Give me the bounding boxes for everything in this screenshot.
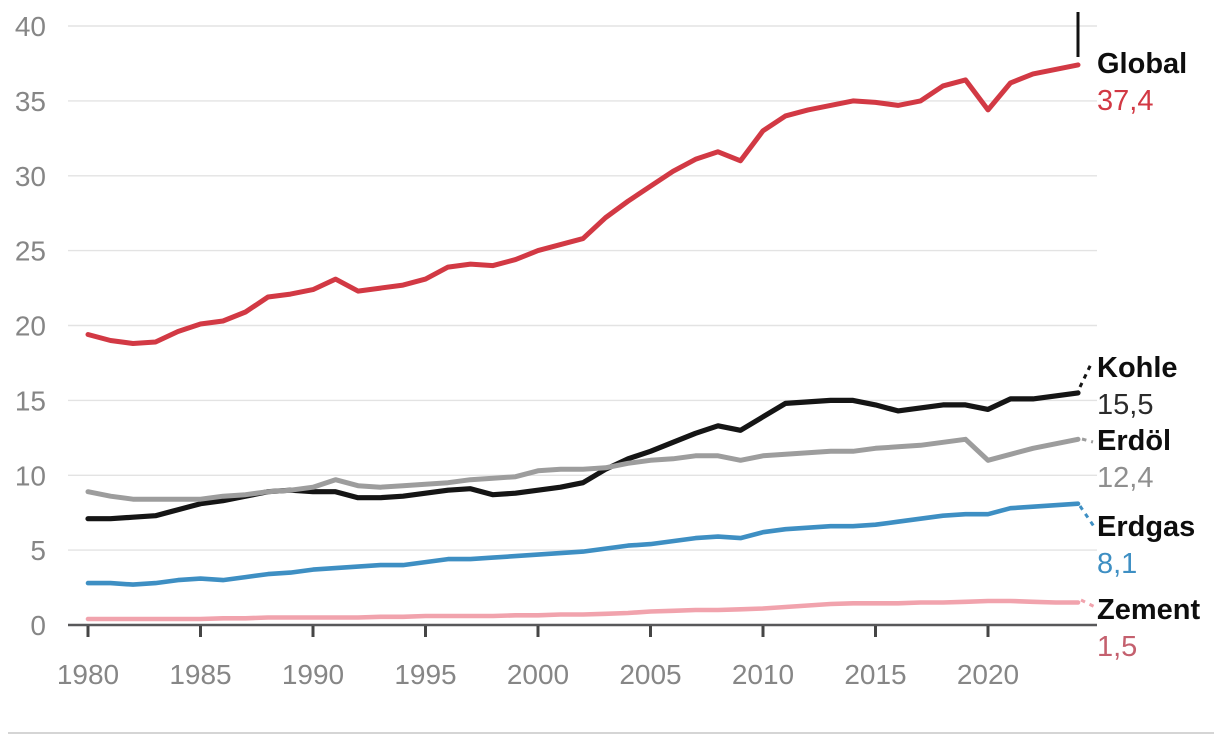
x-tick-label-2010: 2010 — [732, 659, 794, 690]
series-name-zement: Zement — [1097, 594, 1201, 626]
y-tick-label-20: 20 — [15, 311, 46, 342]
leader-line-kohle — [1078, 361, 1094, 388]
x-tick-label-1990: 1990 — [282, 659, 344, 690]
series-end-value-zement: 1,5 — [1097, 631, 1138, 663]
series-name-erdoel: Erdöl — [1097, 425, 1172, 457]
series-label-global: Global 37,4 — [1097, 46, 1220, 120]
y-tick-label-25: 25 — [15, 236, 46, 267]
series-label-kohle: Kohle 15,5 — [1097, 350, 1220, 424]
grid-layer: 0 5 10 15 20 25 30 35 40 — [15, 11, 1097, 641]
axis-layer: 1980 1985 1990 1995 2000 2005 2010 2015 2020 — [57, 623, 1097, 690]
series-label-zement: Zement 1,5 — [1097, 592, 1220, 666]
x-tick-label-2000: 2000 — [507, 659, 569, 690]
x-tick-label-2020: 2020 — [957, 659, 1019, 690]
series-layer — [85, 62, 1081, 622]
leader-line-zement — [1080, 598, 1096, 609]
series-name-kohle: Kohle — [1097, 352, 1178, 384]
y-tick-label-35: 35 — [15, 86, 46, 117]
series-line-kohle — [85, 390, 1081, 522]
series-end-value-kohle: 15,5 — [1097, 389, 1154, 421]
x-tick-label-2005: 2005 — [619, 659, 681, 690]
y-tick-label-5: 5 — [30, 535, 46, 566]
y-tick-label-0: 0 — [30, 610, 46, 641]
series-end-value-erdoel: 12,4 — [1097, 462, 1154, 494]
bottom-divider — [8, 732, 1214, 734]
leader-line-erdgas — [1078, 505, 1097, 529]
series-end-value-global: 37,4 — [1097, 85, 1154, 117]
x-tick-label-2015: 2015 — [844, 659, 906, 690]
series-name-erdgas: Erdgas — [1097, 511, 1196, 543]
leader-lines-layer — [1078, 361, 1097, 609]
series-label-erdgas: Erdgas 8,1 — [1097, 509, 1220, 583]
y-tick-label-30: 30 — [15, 161, 46, 192]
series-end-value-erdgas: 8,1 — [1097, 548, 1138, 580]
series-line-erdoel — [85, 436, 1081, 502]
x-tick-label-1995: 1995 — [394, 659, 456, 690]
x-tick-label-1980: 1980 — [57, 659, 119, 690]
series-line-zement — [85, 598, 1081, 622]
y-tick-label-40: 40 — [15, 11, 46, 42]
series-line-erdgas — [85, 501, 1081, 587]
leader-line-erdoel — [1081, 437, 1094, 444]
series-name-global: Global — [1097, 48, 1188, 80]
y-tick-label-15: 15 — [15, 385, 46, 416]
y-tick-label-10: 10 — [15, 460, 46, 491]
series-label-erdoel: Erdöl 12,4 — [1097, 423, 1220, 497]
series-line-global — [85, 62, 1081, 346]
x-tick-label-1985: 1985 — [169, 659, 231, 690]
